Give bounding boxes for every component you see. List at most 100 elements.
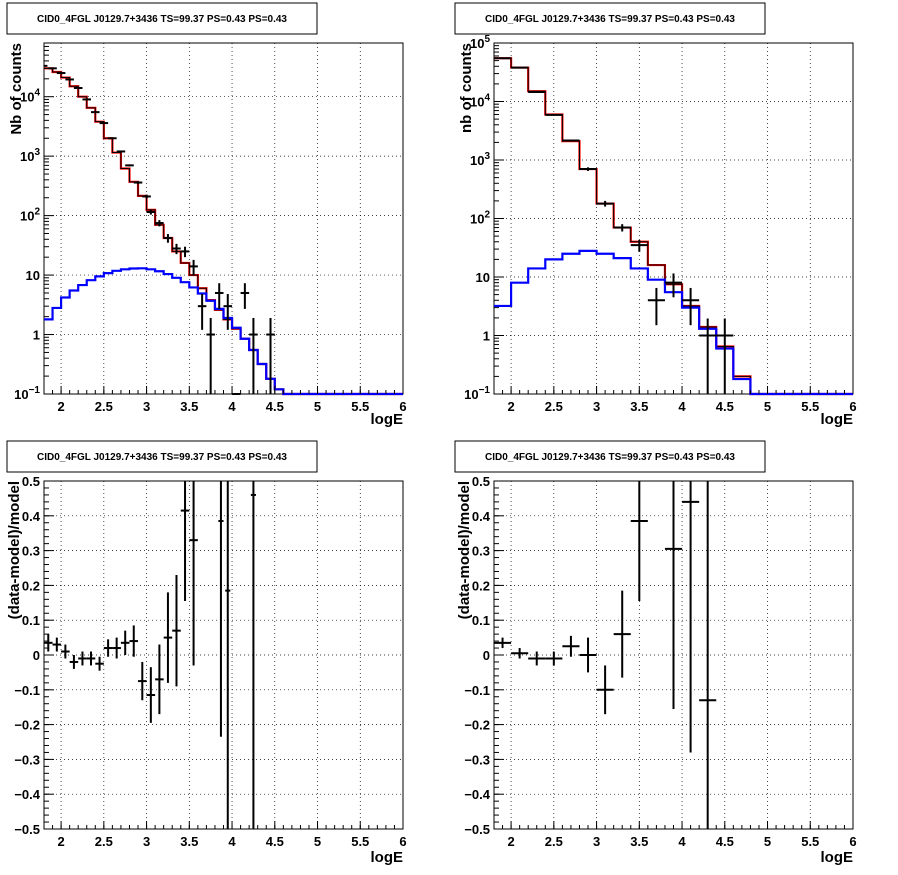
data-point xyxy=(180,246,190,258)
x-tick-label: 6 xyxy=(849,399,856,414)
x-tick-label: 5 xyxy=(764,399,771,414)
data-point xyxy=(91,111,100,114)
y-tick-label: 0.1 xyxy=(22,613,40,628)
x-tick-label: 5 xyxy=(314,399,321,414)
y-tick-label: 0.3 xyxy=(22,544,40,559)
y-tick-label: −0.2 xyxy=(14,718,40,733)
histogram-step-line xyxy=(44,67,403,395)
x-tick-label: 5 xyxy=(764,834,771,849)
y-axis-label: (data-model)/model xyxy=(456,481,473,619)
x-tick-label: 4 xyxy=(228,834,236,849)
data-point xyxy=(511,648,529,659)
data-point xyxy=(95,656,104,671)
data-point xyxy=(528,91,546,94)
data-point xyxy=(189,481,198,666)
y-tick-label: −0.4 xyxy=(14,787,40,802)
y-tick-label: 0.4 xyxy=(22,509,41,524)
x-tick-label: 2 xyxy=(57,399,64,414)
data-point xyxy=(664,273,683,298)
data-point xyxy=(218,481,224,737)
y-tick-label: 103 xyxy=(470,151,490,168)
data-point xyxy=(163,592,173,683)
histogram-step-line xyxy=(44,267,403,396)
y-tick-label: 1 xyxy=(33,328,40,343)
y-tick-label: −0.5 xyxy=(14,822,40,837)
data-point xyxy=(630,239,648,252)
data-point xyxy=(172,243,181,255)
data-point xyxy=(116,150,126,153)
x-tick-label: 3.5 xyxy=(180,399,198,414)
x-tick-label: 5.5 xyxy=(801,399,819,414)
x-tick-label: 4 xyxy=(678,834,686,849)
y-tick-label: 102 xyxy=(20,207,40,224)
title-box xyxy=(6,440,318,473)
data-point xyxy=(56,72,66,75)
x-tick-label: 2.5 xyxy=(95,399,113,414)
panel-title: CID0_4FGL J0129.7+3436 TS=99.37 PS=0.43 … xyxy=(485,14,735,25)
data-point xyxy=(511,66,529,69)
x-tick-label: 4 xyxy=(228,399,236,414)
y-tick-exponent: 5 xyxy=(484,34,490,45)
y-tick-exponent: 3 xyxy=(34,147,40,158)
y-tick-label: −0.2 xyxy=(464,718,490,733)
plot-frame xyxy=(43,42,404,395)
y-tick-label: 102 xyxy=(470,210,490,227)
data-point xyxy=(189,259,198,276)
plot-frame xyxy=(43,480,404,830)
x-tick-label: 3.5 xyxy=(630,399,648,414)
x-axis-label: logE xyxy=(821,411,854,428)
y-tick-label: 0 xyxy=(33,648,40,663)
y-tick-label: 0.3 xyxy=(472,544,490,559)
histogram-step-line xyxy=(494,57,853,395)
y-tick-label: 10−1 xyxy=(14,385,40,402)
y-tick-label: 1 xyxy=(483,329,490,344)
data-point xyxy=(613,224,631,232)
y-tick-exponent: 3 xyxy=(484,151,490,162)
data-point xyxy=(78,651,87,666)
y-axis-label: nb of counts xyxy=(458,43,475,133)
data-point xyxy=(172,574,181,687)
x-tick-label: 2.5 xyxy=(545,399,563,414)
data-point xyxy=(266,317,275,394)
title-box xyxy=(454,2,766,35)
x-axis-label: logE xyxy=(371,411,404,428)
data-point xyxy=(146,667,156,723)
data-point xyxy=(682,287,700,326)
y-tick-label: 10 xyxy=(476,270,490,285)
y-tick-label: −0.5 xyxy=(464,822,490,837)
title-box xyxy=(6,2,318,35)
panel-top-left: CID0_4FGL J0129.7+3436 TS=99.37 PS=0.43 … xyxy=(6,2,407,428)
data-point xyxy=(699,318,717,394)
data-point xyxy=(146,209,156,215)
histogram-step-line xyxy=(494,249,853,396)
data-point xyxy=(82,98,92,101)
x-tick-label: 4.5 xyxy=(266,834,284,849)
y-tick-label: −0.3 xyxy=(464,752,490,767)
data-point xyxy=(142,194,151,199)
x-tick-label: 5.5 xyxy=(801,834,819,849)
histogram-step-line xyxy=(44,67,403,396)
x-tick-label: 2 xyxy=(57,834,64,849)
x-tick-label: 3 xyxy=(593,834,600,849)
x-tick-label: 4 xyxy=(678,399,686,414)
data-point xyxy=(133,181,143,184)
x-tick-label: 3 xyxy=(593,399,600,414)
y-tick-exponent: 2 xyxy=(34,207,40,218)
data-point xyxy=(579,167,597,171)
x-tick-label: 3 xyxy=(143,834,150,849)
y-tick-label: 0.1 xyxy=(472,613,490,628)
data-point xyxy=(125,164,134,167)
data-point xyxy=(73,87,83,90)
data-point xyxy=(528,651,546,666)
y-axis-label: Nb of counts xyxy=(8,43,25,135)
x-tick-label: 2.5 xyxy=(95,834,113,849)
x-tick-label: 4.5 xyxy=(716,834,734,849)
data-point xyxy=(664,481,683,709)
x-tick-label: 6 xyxy=(399,834,406,849)
y-tick-exponent: −1 xyxy=(479,385,491,396)
data-point xyxy=(138,661,147,701)
y-axis-label: (data-model)/model xyxy=(6,481,23,619)
y-tick-label: 10 xyxy=(26,268,40,283)
panel-top-right: CID0_4FGL J0129.7+3436 TS=99.37 PS=0.43 … xyxy=(454,2,857,428)
